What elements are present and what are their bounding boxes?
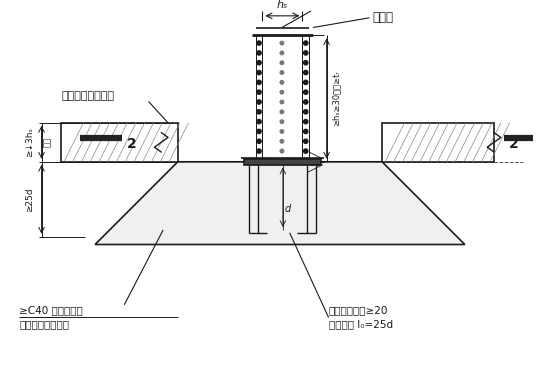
Circle shape (280, 120, 284, 124)
Circle shape (280, 91, 284, 94)
Text: ≥C40 无收缩细石: ≥C40 无收缩细石 (19, 306, 83, 316)
Text: 埋深: 埋深 (43, 137, 52, 147)
Text: 50: 50 (309, 159, 321, 168)
Text: 2: 2 (127, 137, 137, 151)
Circle shape (304, 119, 308, 124)
Circle shape (257, 51, 261, 55)
Circle shape (280, 81, 284, 84)
Circle shape (280, 139, 284, 143)
Circle shape (280, 41, 284, 45)
Circle shape (304, 129, 308, 134)
Text: 锨栓公称直径≥20: 锨栓公称直径≥20 (329, 306, 388, 316)
Bar (244, 159, 321, 165)
Text: ≥↓3hₛ: ≥↓3hₛ (26, 127, 34, 157)
Circle shape (257, 149, 261, 153)
Circle shape (304, 51, 308, 55)
Circle shape (257, 90, 261, 94)
Circle shape (280, 71, 284, 74)
Circle shape (304, 90, 308, 94)
Text: ≥25d: ≥25d (26, 187, 34, 211)
Circle shape (280, 150, 284, 153)
Text: 柱型锂: 柱型锂 (373, 11, 394, 24)
Circle shape (280, 61, 284, 65)
Circle shape (257, 80, 261, 85)
Circle shape (280, 110, 284, 114)
Text: 2: 2 (509, 137, 518, 151)
Text: d: d (285, 204, 291, 214)
Circle shape (257, 100, 261, 104)
Circle shape (257, 119, 261, 124)
Circle shape (304, 139, 308, 144)
Text: 锨固长度 l₀=25d: 锨固长度 l₀=25d (329, 319, 393, 329)
Circle shape (304, 60, 308, 65)
Circle shape (280, 100, 284, 104)
Circle shape (304, 110, 308, 114)
Circle shape (304, 41, 308, 45)
Bar (256, 35, 262, 159)
Circle shape (304, 70, 308, 75)
Circle shape (280, 130, 284, 133)
Circle shape (257, 129, 261, 134)
Circle shape (304, 149, 308, 153)
Circle shape (257, 41, 261, 45)
Text: 混凝土或铁屑沙浆: 混凝土或铁屑沙浆 (19, 319, 69, 329)
Polygon shape (95, 162, 465, 244)
Text: hₛ: hₛ (277, 0, 288, 10)
Circle shape (257, 110, 261, 114)
Circle shape (257, 60, 261, 65)
Bar (262, 35, 302, 159)
Circle shape (257, 139, 261, 144)
Circle shape (257, 70, 261, 75)
Bar (61, 123, 178, 162)
Bar (382, 123, 494, 162)
Text: 钉筋混凝土地基梁: 钉筋混凝土地基梁 (61, 91, 114, 101)
Circle shape (304, 80, 308, 85)
Text: ≥hₛ≥30，且≥tᵣ: ≥hₛ≥30，且≥tᵣ (331, 71, 340, 127)
Bar (302, 35, 309, 159)
Circle shape (304, 100, 308, 104)
Circle shape (280, 51, 284, 55)
